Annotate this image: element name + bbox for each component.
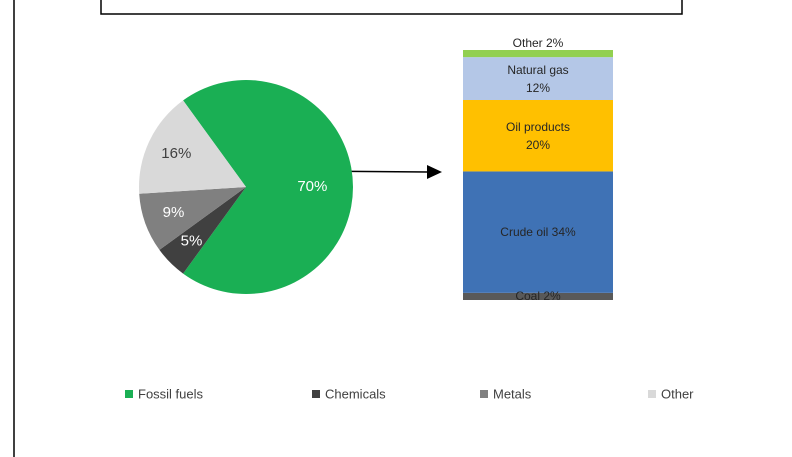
- segment-value: 34%: [551, 225, 576, 240]
- legend-swatch: [648, 390, 656, 398]
- segment-value: 20%: [525, 137, 551, 152]
- bar-segment: [463, 57, 613, 100]
- arrow-head: [427, 165, 442, 179]
- segment-label: Oil products 20%: [506, 118, 570, 154]
- slice-label: 5%: [181, 232, 203, 249]
- segment-name: Coal: [515, 289, 540, 304]
- legend-label: Chemicals: [325, 386, 386, 401]
- slice-label: 9%: [163, 204, 185, 221]
- bar-segment: [463, 50, 613, 58]
- bar-segment: [463, 100, 613, 172]
- legend-label: Fossil fuels: [138, 386, 204, 401]
- title-box: [100, 0, 683, 15]
- legend-label: Other: [661, 386, 694, 401]
- segment-value: 12%: [525, 80, 551, 95]
- pie-slice: [183, 80, 353, 294]
- legend-swatch: [125, 390, 133, 398]
- segment-value: 2%: [543, 289, 561, 304]
- segment-name: Oil products: [505, 119, 571, 134]
- bar-segment: [463, 171, 613, 293]
- bar-segment: [463, 292, 613, 300]
- legend-swatch: [312, 390, 320, 398]
- segment-name: Crude oil: [500, 225, 549, 240]
- legend-swatch: [480, 390, 488, 398]
- pie-slice: [139, 187, 246, 250]
- slice-label: 16%: [161, 145, 191, 162]
- segment-label: Natural gas 12%: [507, 61, 568, 97]
- segment-label: Coal 2%: [515, 287, 560, 305]
- legend-label: Metals: [493, 386, 532, 401]
- pie-slice: [139, 100, 246, 194]
- segment-label: Other 2%: [513, 34, 564, 52]
- pie-slice: [159, 187, 246, 274]
- slice-label: 70%: [297, 178, 327, 195]
- segment-name: Other: [512, 36, 543, 50]
- segment-label: Crude oil 34%: [500, 223, 575, 241]
- segment-value: 2%: [546, 36, 564, 50]
- segment-name: Natural gas: [507, 62, 569, 77]
